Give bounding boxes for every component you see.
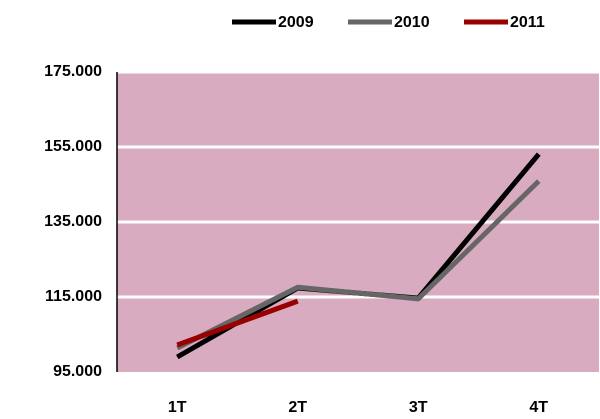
y-tick-label: 115.000 [45, 288, 102, 305]
legend-label: 2011 [510, 14, 545, 31]
x-tick-label: 2T [288, 399, 307, 416]
y-tick-label: 95.000 [53, 363, 102, 380]
x-tick-label: 3T [409, 399, 428, 416]
legend-label: 2010 [394, 14, 430, 31]
y-tick-label: 135.000 [44, 213, 102, 230]
legend-label: 2009 [278, 14, 314, 31]
series-line [176, 298, 299, 348]
x-tick-label: 1T [168, 399, 187, 416]
series-line [176, 179, 541, 351]
y-tick-label: 155.000 [44, 138, 102, 155]
x-tick-label: 4T [529, 399, 548, 416]
y-tick-label: 175.000 [44, 63, 102, 80]
